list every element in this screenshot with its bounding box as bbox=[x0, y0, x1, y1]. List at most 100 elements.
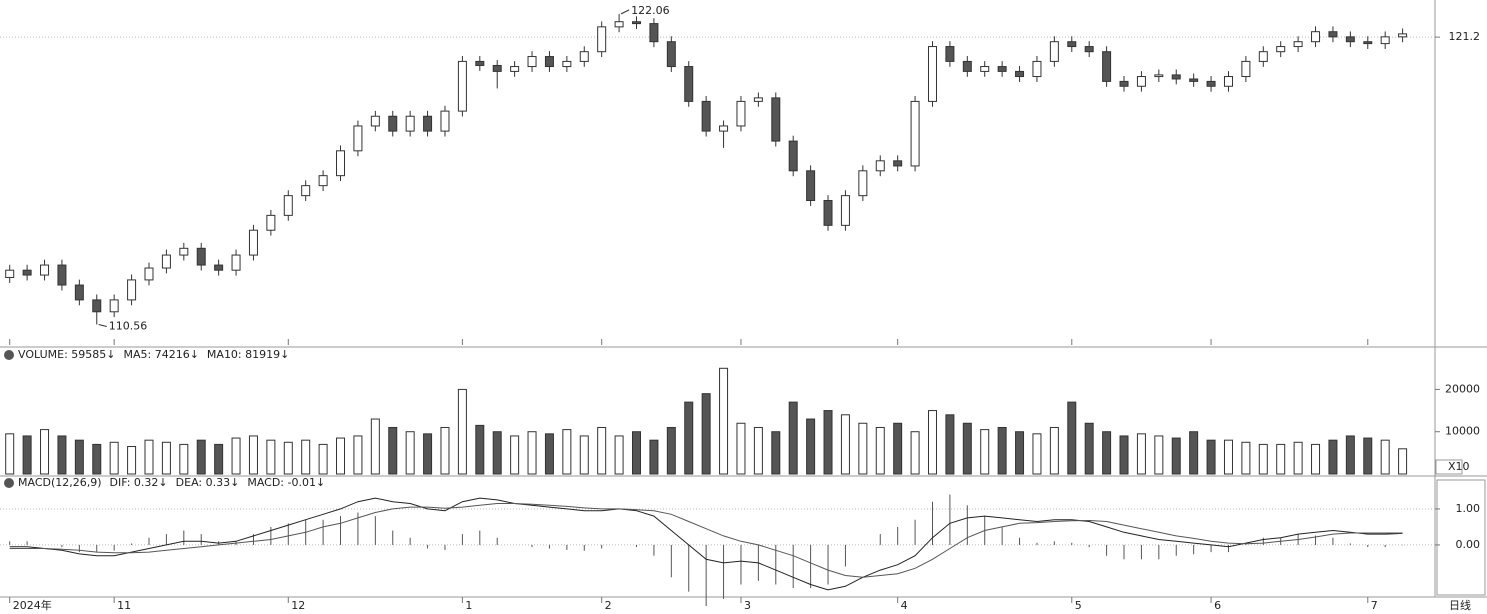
candle-body bbox=[1223, 76, 1233, 87]
volume-bar bbox=[823, 410, 833, 475]
volume-bar bbox=[632, 431, 642, 475]
candle-body bbox=[1067, 41, 1077, 48]
candle-body bbox=[527, 56, 537, 68]
volume-bar bbox=[5, 433, 15, 475]
volume-bar bbox=[614, 435, 624, 475]
candle-body bbox=[492, 64, 502, 72]
volume-bar bbox=[1015, 431, 1025, 475]
candle-body bbox=[336, 150, 346, 177]
volume-bar bbox=[301, 439, 311, 475]
annotation: 110.56 bbox=[109, 319, 148, 332]
unit-box bbox=[1435, 459, 1463, 475]
volume-bar bbox=[1189, 431, 1199, 475]
volume-bar bbox=[666, 426, 676, 475]
volume-bar bbox=[719, 367, 729, 475]
candle-body bbox=[1084, 46, 1094, 53]
legend-text: DEA: 0.33↓ bbox=[176, 476, 240, 489]
volume-bar bbox=[161, 441, 171, 475]
volume-bar bbox=[527, 431, 537, 475]
candle-body bbox=[962, 60, 972, 72]
volume-bar bbox=[945, 414, 955, 475]
candle-body bbox=[74, 284, 84, 301]
candle-body bbox=[1102, 51, 1112, 82]
candle-body bbox=[370, 115, 380, 127]
y-tick-label: 1.00 bbox=[1456, 502, 1481, 515]
volume-bar bbox=[1049, 426, 1059, 475]
volume-bar bbox=[1223, 439, 1233, 475]
volume-bar bbox=[510, 435, 520, 475]
candle-body bbox=[283, 195, 293, 216]
candle-body bbox=[214, 264, 224, 271]
candle-body bbox=[1293, 41, 1303, 48]
volume-bar bbox=[1171, 437, 1181, 475]
volume-bar bbox=[388, 426, 398, 475]
volume-bar bbox=[997, 426, 1007, 475]
candle-body bbox=[875, 160, 885, 172]
candle-body bbox=[248, 229, 258, 256]
candle-body bbox=[684, 66, 694, 102]
candle-body bbox=[510, 66, 520, 72]
annotation: 122.06 bbox=[631, 4, 670, 17]
x-tick-label: 7 bbox=[1371, 599, 1378, 612]
volume-bar bbox=[457, 388, 467, 475]
candle-body bbox=[1258, 51, 1268, 62]
volume-bar bbox=[753, 426, 763, 475]
volume-bar bbox=[353, 435, 363, 475]
candle-body bbox=[858, 170, 868, 197]
volume-bar bbox=[318, 443, 328, 475]
volume-bar bbox=[649, 439, 659, 475]
candle-body bbox=[318, 175, 328, 187]
collapse-icon[interactable] bbox=[4, 478, 14, 488]
candle-body bbox=[927, 46, 937, 102]
legend-text: DIF: 0.32↓ bbox=[110, 476, 168, 489]
volume-bar bbox=[283, 441, 293, 475]
candle-body bbox=[1363, 41, 1373, 45]
candle-body bbox=[1311, 31, 1321, 43]
x-tick-label: 2 bbox=[605, 599, 612, 612]
candle-body bbox=[1136, 76, 1146, 87]
volume-bar bbox=[423, 433, 433, 475]
candle-body bbox=[1345, 36, 1355, 43]
candle-body bbox=[1276, 46, 1286, 53]
volume-bar bbox=[214, 443, 224, 475]
volume-bar bbox=[1032, 433, 1042, 475]
candle-body bbox=[475, 60, 485, 66]
y-tick-label: 20000 bbox=[1445, 382, 1480, 395]
collapse-icon[interactable] bbox=[4, 350, 14, 360]
candle-body bbox=[231, 254, 241, 271]
volume-bar bbox=[1328, 439, 1338, 475]
candle-body bbox=[544, 56, 554, 68]
axis-box bbox=[1436, 479, 1486, 596]
candle-body bbox=[579, 51, 589, 62]
legend-text: MA5: 74216↓ bbox=[123, 348, 198, 361]
macd-line bbox=[9, 497, 1403, 591]
volume-bar bbox=[858, 422, 868, 475]
candle-body bbox=[127, 279, 137, 301]
annotation-arrow bbox=[98, 323, 107, 327]
candle-body bbox=[179, 247, 189, 256]
candle-body bbox=[614, 21, 624, 28]
candle-body bbox=[1380, 36, 1390, 45]
volume-bar bbox=[370, 418, 380, 475]
candle-body bbox=[666, 41, 676, 68]
candle-body bbox=[1171, 74, 1181, 80]
candle-body bbox=[388, 115, 398, 132]
candle-body bbox=[1119, 80, 1129, 87]
y-tick-label: 0.00 bbox=[1456, 538, 1481, 551]
x-tick-label: 3 bbox=[744, 599, 751, 612]
volume-bar bbox=[109, 441, 119, 475]
volume-bar bbox=[736, 422, 746, 475]
volume-bar bbox=[701, 393, 711, 475]
x-tick-label: 1 bbox=[465, 599, 472, 612]
volume-bar bbox=[1311, 443, 1321, 475]
volume-bar bbox=[405, 431, 415, 475]
annotation-arrow bbox=[620, 9, 630, 15]
candle-body bbox=[196, 247, 206, 266]
volume-bar bbox=[336, 437, 346, 475]
candle-body bbox=[1189, 78, 1199, 82]
candle-body bbox=[5, 269, 15, 278]
candle-body bbox=[109, 299, 119, 313]
x-tick-label: 4 bbox=[901, 599, 908, 612]
